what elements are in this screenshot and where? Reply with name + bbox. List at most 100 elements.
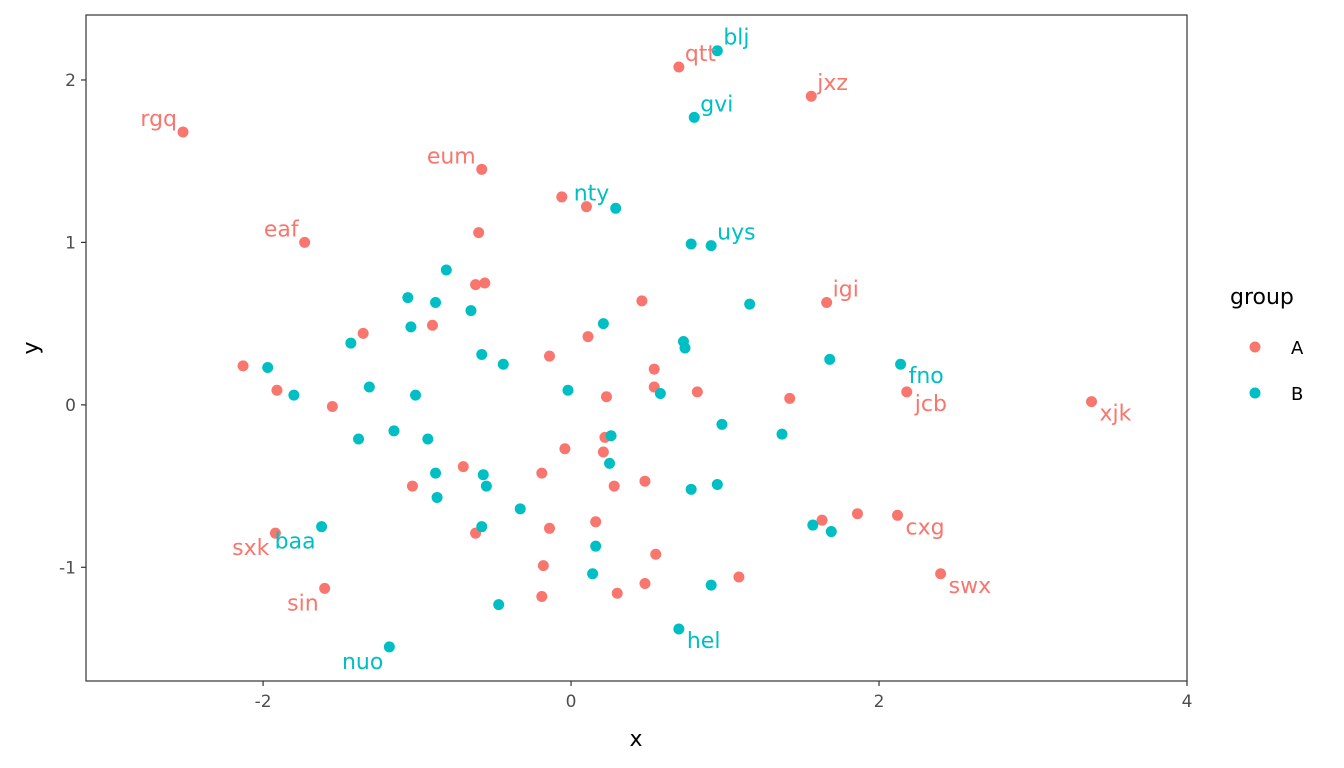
point-b: [654, 387, 666, 399]
point-a: [479, 277, 491, 289]
point-b: [610, 202, 622, 214]
point-a: [473, 227, 485, 239]
point-a: [805, 90, 817, 102]
point-a: [406, 480, 418, 492]
x-axis-title: x: [629, 727, 642, 752]
point-a: [650, 548, 662, 560]
y-tick-label: 0: [65, 396, 76, 416]
legend-title: group: [1230, 285, 1294, 310]
point-a: [1086, 396, 1098, 408]
point-b: [824, 353, 836, 365]
point-a: [457, 461, 469, 473]
y-tick-label: -1: [59, 558, 76, 578]
x-tick-label: 4: [1182, 692, 1193, 712]
point-a: [648, 363, 660, 375]
point-b: [825, 526, 837, 538]
point-b: [430, 297, 442, 309]
point-b: [587, 568, 599, 580]
point-b: [402, 292, 414, 304]
point-label: qtt: [685, 42, 717, 67]
point-b: [514, 503, 526, 515]
point-labels-layer: rgq eaf eum qtt jxz igi jcb xjk cxg swx sxk sin blj g…: [140, 26, 1131, 675]
point-a: [590, 516, 602, 528]
point-a: [269, 527, 281, 539]
point-b: [476, 521, 488, 533]
point-b: [262, 361, 274, 373]
point-a: [821, 297, 833, 309]
point-b: [422, 433, 434, 445]
point-b: [604, 457, 616, 469]
point-b: [476, 348, 488, 360]
point-a: [470, 279, 482, 291]
point-label: nuo: [342, 650, 383, 675]
y-tick-label: 2: [65, 71, 76, 91]
point-b: [493, 599, 505, 611]
legend-key-b: [1249, 387, 1261, 399]
point-b: [590, 540, 602, 552]
points-layer: [177, 45, 1098, 653]
plot-panel: [85, 14, 1188, 682]
point-a: [935, 568, 947, 580]
point-label: sin: [287, 591, 319, 616]
point-label: blj: [723, 26, 749, 51]
point-b: [497, 358, 509, 370]
point-label: swx: [949, 574, 991, 599]
legend-key-a: [1249, 341, 1261, 353]
x-axis: -2 0 2 4: [255, 681, 1193, 712]
point-label: rgq: [140, 107, 177, 132]
point-a: [543, 522, 555, 534]
point-b: [363, 381, 375, 393]
point-a: [271, 384, 283, 396]
point-a: [611, 587, 623, 599]
point-a: [892, 509, 904, 521]
point-a: [733, 571, 745, 583]
point-b: [353, 433, 365, 445]
point-b: [440, 264, 452, 276]
point-b: [405, 321, 417, 333]
point-a: [543, 350, 555, 362]
point-label: uys: [717, 221, 755, 246]
y-axis-title: y: [19, 341, 44, 354]
point-a: [357, 327, 369, 339]
point-a: [237, 360, 249, 372]
point-b: [388, 425, 400, 437]
point-label: hel: [687, 629, 721, 654]
point-a: [691, 386, 703, 398]
point-b: [776, 428, 788, 440]
point-a: [582, 331, 594, 343]
point-a: [559, 443, 571, 455]
point-a: [816, 514, 828, 526]
point-a: [476, 163, 488, 175]
point-b: [288, 389, 300, 401]
point-b: [673, 623, 685, 635]
y-tick-label: 1: [65, 233, 76, 253]
point-a: [608, 480, 620, 492]
point-b: [705, 240, 717, 252]
point-b: [705, 579, 717, 591]
point-label: eum: [427, 144, 476, 169]
point-label: cxg: [906, 515, 945, 540]
point-a: [537, 560, 549, 572]
point-a: [784, 392, 796, 404]
point-b: [711, 478, 723, 490]
point-b: [431, 491, 443, 503]
point-b: [562, 384, 574, 396]
point-b: [711, 45, 723, 57]
point-b: [430, 467, 442, 479]
point-a: [597, 446, 609, 458]
legend-label-b: B: [1291, 384, 1303, 405]
point-a: [536, 467, 548, 479]
point-b: [477, 469, 489, 481]
point-label: fno: [909, 364, 944, 389]
point-label: jcb: [914, 392, 947, 417]
point-a: [600, 391, 612, 403]
point-label: igi: [833, 278, 859, 303]
point-a: [326, 400, 338, 412]
point-b: [685, 238, 697, 250]
point-label: baa: [275, 530, 316, 555]
point-b: [345, 337, 357, 349]
point-label: jxz: [816, 71, 848, 96]
x-tick-label: -2: [255, 692, 272, 712]
point-b: [807, 519, 819, 531]
